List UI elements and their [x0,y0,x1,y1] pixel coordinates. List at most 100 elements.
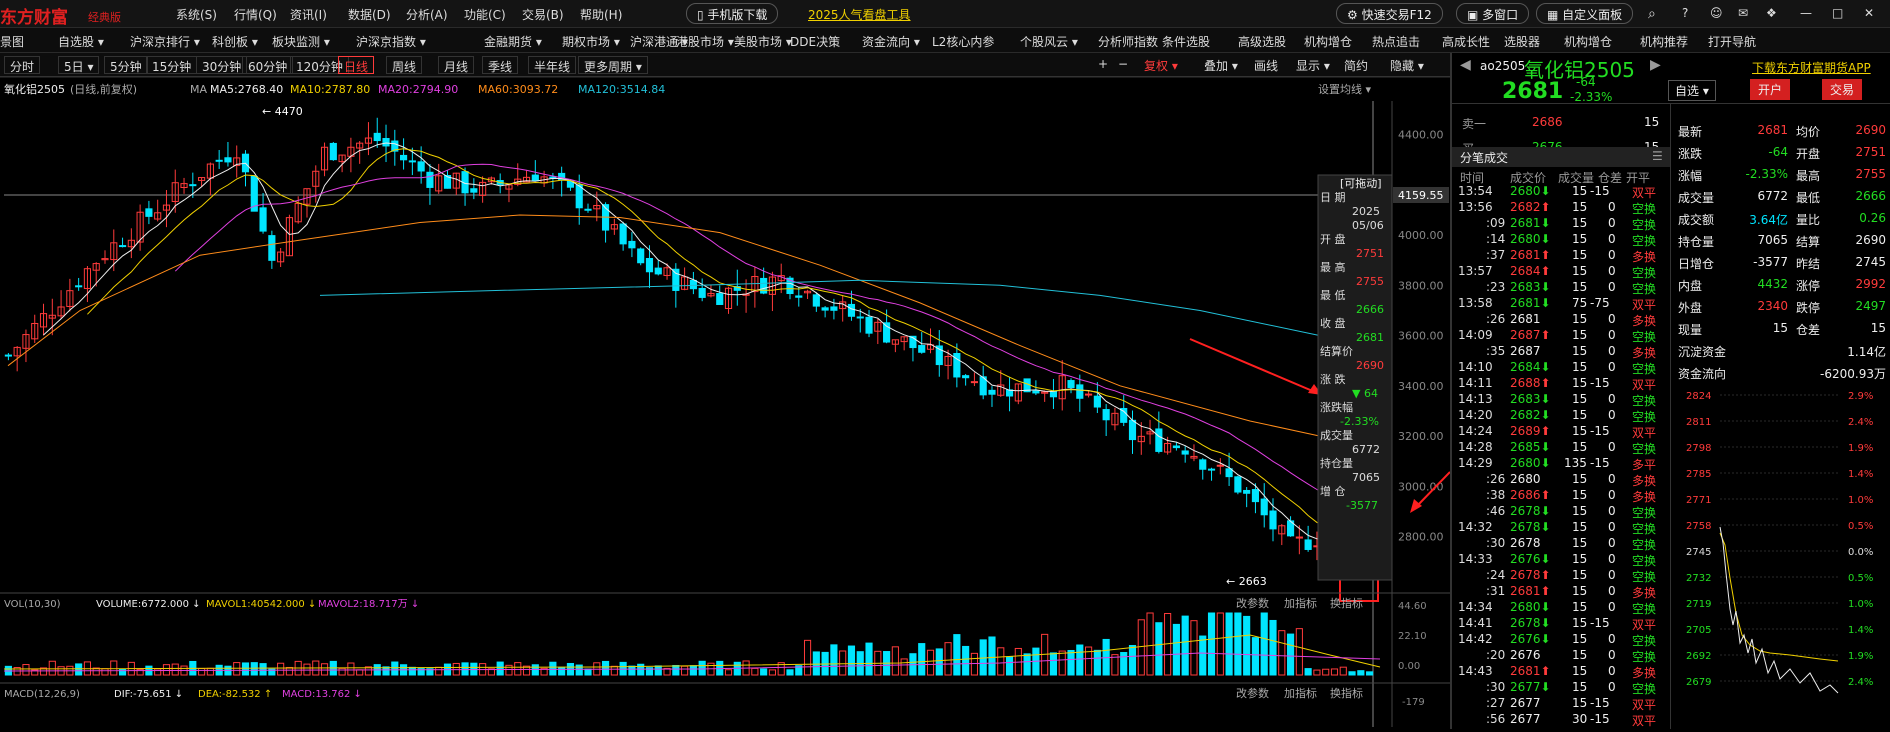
nav-item-12[interactable]: DDE决策 [790,35,841,49]
search-icon[interactable]: ⌕ [1648,6,1656,22]
volume-bar [724,669,733,676]
volume-bar [628,665,636,676]
volume-bar [364,666,373,676]
timeframe-9[interactable]: 月线 [438,56,475,74]
nav-item-3[interactable]: 科创板 ▾ [212,35,258,49]
legend-setting[interactable]: 设置均线 ▾ [1318,82,1371,96]
nav-item-6[interactable]: 金融期货 ▾ [484,35,542,49]
chart-tool-2[interactable]: 复权 ▾ [1144,59,1178,73]
mail-icon[interactable]: ✉ [1738,6,1749,20]
skin-icon[interactable]: ❖ [1766,6,1777,20]
candle-body [470,188,478,193]
chart-area[interactable]: 氧化铝2505 (日线,前复权) MA MA5:2768.40 MA10:2787.80… [0,76,1451,729]
kline-chart-svg[interactable]: 氧化铝2505 (日线,前复权) MA MA5:2768.40 MA10:2787.80… [0,76,1451,729]
timeframe-7[interactable]: 日线 [338,56,375,74]
menu-analysis[interactable]: 分析(A) [406,8,448,22]
chart-tool-3[interactable]: 叠加 ▾ [1204,59,1238,73]
nav-item-1[interactable]: 自选股 ▾ [58,35,104,49]
nav-item-25[interactable]: 打开导航 [1708,35,1757,49]
nav-item-9[interactable]: 沪深港通 ▾ [630,35,688,49]
tick-volume: 15 [1572,264,1588,278]
nav-item-16[interactable]: 分析师指数 [1098,35,1159,49]
close-icon[interactable]: ✕ [1864,6,1875,20]
nav-item-5[interactable]: 沪深京指数 ▾ [356,35,426,49]
macd-link-0[interactable]: 改参数 [1236,686,1269,700]
custom-panel-button[interactable]: ▦ 自定义面板 [1536,3,1634,24]
timeframe-8[interactable]: 周线 [386,56,423,74]
nav-item-21[interactable]: 高成长性 [1442,35,1491,49]
open-account-button[interactable]: 开户 [1750,79,1791,100]
volume-bar [31,669,39,676]
chart-tool-5[interactable]: 显示 ▾ [1296,59,1330,73]
nav-item-2[interactable]: 沪深京排行 ▾ [130,35,200,49]
menu-news[interactable]: 资讯(I) [290,8,327,22]
nav-item-17[interactable]: 条件选股 [1162,35,1211,49]
chart-tool-1[interactable]: − [1118,57,1129,71]
stat-value-b-0: 2690 [1855,123,1886,137]
nav-item-18[interactable]: 高级选股 [1238,35,1287,49]
watchlist-button[interactable]: 自选 ▾ [1668,80,1716,101]
macd-link-2[interactable]: 换指标 [1330,686,1363,700]
quick-trade-button[interactable]: ⚙ 快速交易F12 [1336,3,1443,24]
timeframe-0[interactable]: 分时 [4,56,41,74]
help-icon[interactable]: ? [1682,6,1689,20]
chart-tool-7[interactable]: 隐藏 ▾ [1390,59,1424,73]
timeframe-5[interactable]: 60分钟 [242,56,294,74]
nav-item-15[interactable]: 个股风云 ▾ [1020,35,1078,49]
multi-window-button[interactable]: ▣ 多窗口 [1456,3,1530,24]
chart-tool-6[interactable]: 简约 [1344,59,1369,73]
nav-item-23[interactable]: 机构增仓 [1564,35,1613,49]
menu-trade[interactable]: 交易(B) [522,8,564,22]
menu-function[interactable]: 功能(C) [464,8,506,22]
trade-button[interactable]: 交易 [1822,79,1863,100]
tick-row: :37 2681⬆ 15 0 多换 [1452,248,1670,267]
nav-item-24[interactable]: 机构推荐 [1640,35,1689,49]
timeframe-10[interactable]: 季线 [482,56,519,74]
vol-link-2[interactable]: 换指标 [1330,596,1363,610]
macd-link-1[interactable]: 加指标 [1284,686,1317,700]
nav-item-10[interactable]: 港股市场 ▾ [676,35,734,49]
nav-item-11[interactable]: 美股市场 ▾ [734,35,792,49]
maximize-icon[interactable]: □ [1832,6,1844,20]
vol-link-1[interactable]: 加指标 [1284,596,1317,610]
volume-bar [1005,656,1014,676]
nav-item-19[interactable]: 机构增仓 [1304,35,1353,49]
nav-item-20[interactable]: 热点追击 [1372,35,1421,49]
chart-tool-0[interactable]: + [1098,57,1109,71]
chart-tool-4[interactable]: 画线 [1254,59,1279,73]
tick-oi-diff: -15 [1590,616,1610,630]
mobile-download-button[interactable]: ▯ 手机版下载 [686,3,779,24]
menu-quote[interactable]: 行情(Q) [234,8,277,22]
promo-link[interactable]: 2025人气看盘工具 [808,8,911,22]
tick-row: :30 2678 15 0 空换 [1452,536,1670,555]
crosshair-price-box [1393,186,1449,203]
candle [136,204,144,251]
timeframe-12[interactable]: 更多周期 ▾ [578,56,648,74]
menu-system[interactable]: 系统(S) [176,8,217,22]
vol-link-0[interactable]: 改参数 [1236,596,1269,610]
nav-item-13[interactable]: 资金流向 ▾ [862,35,920,49]
app-download-link[interactable]: 下载东方财富期货APP [1752,61,1871,75]
nav-item-7[interactable]: 期权市场 ▾ [562,35,620,49]
nav-item-0[interactable]: 景图 [0,35,25,49]
tick-time: :46 [1486,504,1506,518]
ticks-expand-icon[interactable]: ☰ [1652,149,1663,163]
timeframe-1[interactable]: 5日 ▾ [58,56,100,74]
timeframe-4[interactable]: 30分钟 [196,56,248,74]
next-contract-icon[interactable]: ▶ [1650,57,1661,73]
timeframe-3[interactable]: 15分钟 [146,56,198,74]
timeframe-2[interactable]: 5分钟 [104,56,148,74]
timeframe-11[interactable]: 半年线 [528,56,577,74]
user-icon[interactable]: ☺ [1710,6,1723,20]
menu-help[interactable]: 帮助(H) [580,8,623,22]
nav-item-22[interactable]: 选股器 [1504,35,1541,49]
timeframe-6[interactable]: 120分钟 [290,56,349,74]
menu-data[interactable]: 数据(D) [348,8,391,22]
minimize-icon[interactable]: — [1800,6,1812,20]
mini-pct-tick: 2.9% [1848,391,1873,402]
prev-contract-icon[interactable]: ◀ [1460,57,1471,73]
nav-item-14[interactable]: L2核心内参 [932,35,995,49]
mini-pct-tick: 1.9% [1848,651,1873,662]
nav-item-4[interactable]: 板块监测 ▾ [272,35,330,49]
